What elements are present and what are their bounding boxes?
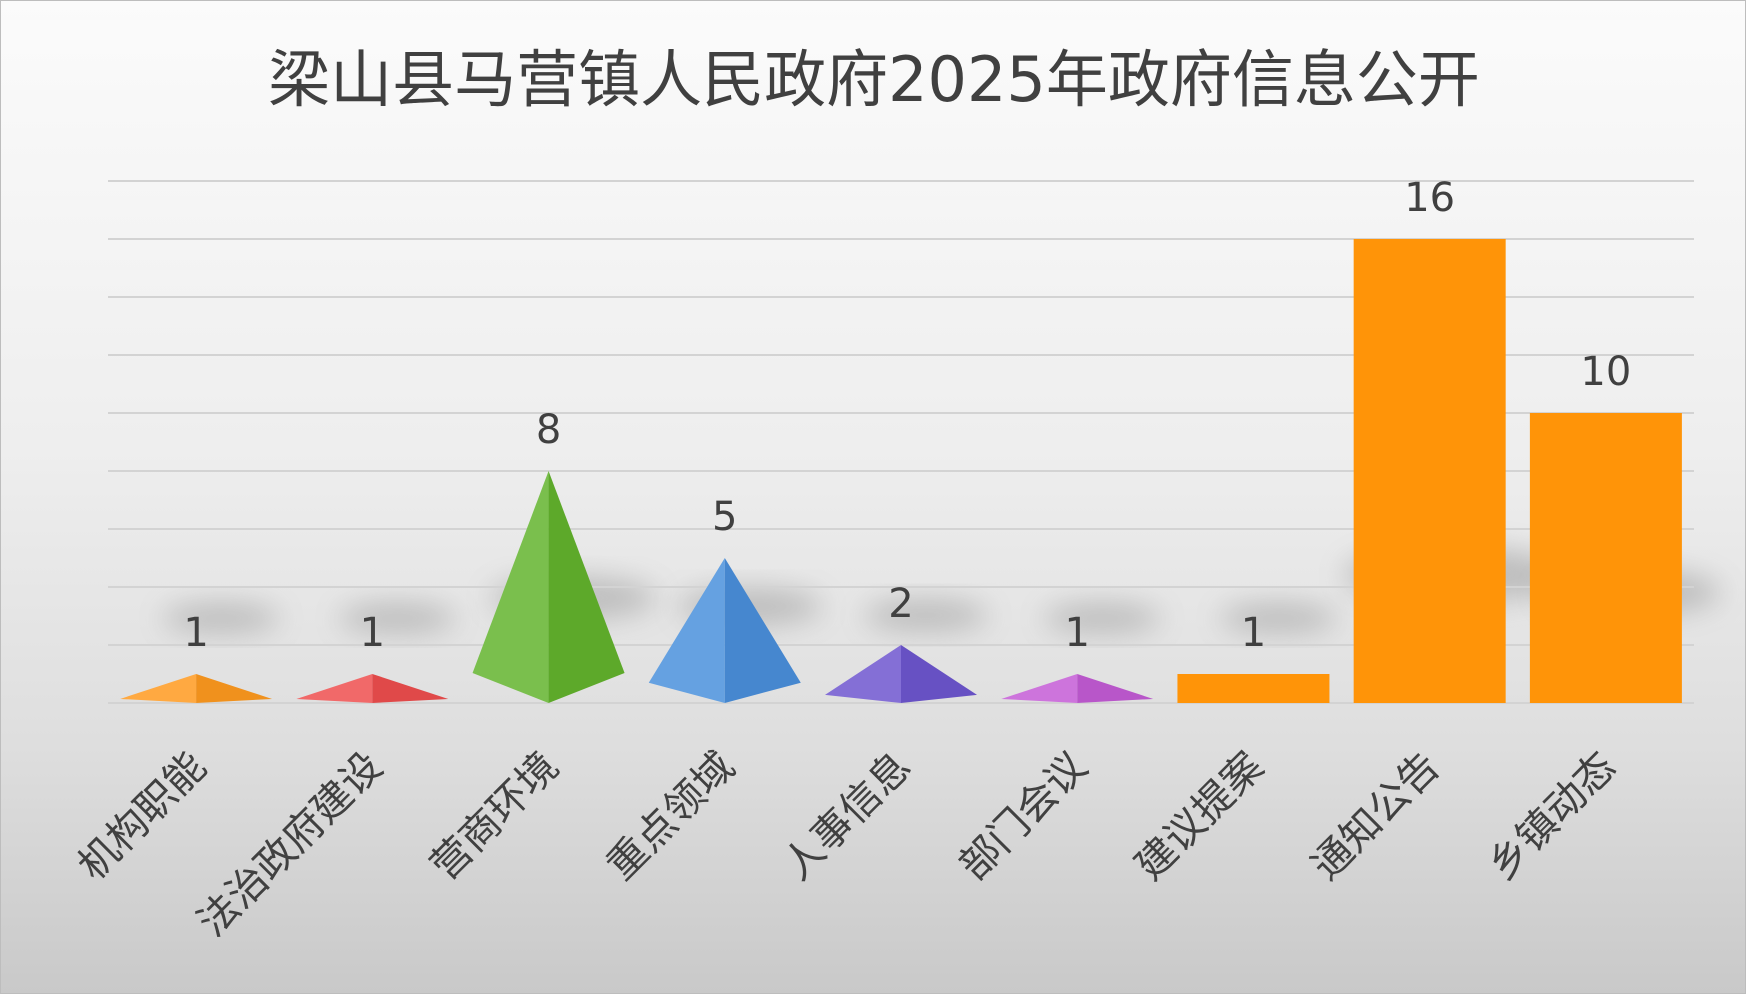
category-label: 人事信息 [774,744,920,890]
category-label: 重点领域 [598,744,744,890]
pyramid-mark [296,674,449,703]
bar-mark [1529,413,1682,703]
category-label: 营商环境 [422,744,568,890]
pyramid-right-face [372,674,449,703]
pyramid-left-face [1001,674,1078,703]
value-label: 1 [183,610,208,656]
pyramid-left-face [825,645,901,703]
category-label: 部门会议 [951,744,1097,890]
pyramid-left-face [472,471,549,703]
pyramid-mark [648,558,801,703]
value-label: 1 [360,610,385,656]
value-label: 1 [1064,610,1089,656]
category-label: 通知公告 [1303,744,1449,890]
value-label: 16 [1404,175,1455,221]
pyramid-mark [472,471,625,703]
bar-mark [1177,674,1330,703]
mark-shadow [1043,603,1161,633]
pyramid-right-face [1077,674,1154,703]
mark-shadow [338,603,456,633]
pyramid-left-face [120,674,197,703]
mark-shadow [864,599,988,631]
mark-shadow [162,603,280,633]
pyramid-right-face [196,674,273,703]
category-label: 法治政府建设 [189,744,391,946]
category-label: 机构职能 [70,744,216,890]
pyramid-mark [825,645,977,703]
pyramid-mark [1001,674,1154,703]
pyramid-left-face [648,558,725,703]
pyramid-right-face [548,471,625,703]
value-label: 8 [536,407,561,453]
pyramid-mark [120,674,273,703]
bar-mark [1353,239,1506,703]
value-label: 1 [1241,610,1266,656]
category-label: 建议提案 [1127,744,1273,890]
mark-shadow [1219,603,1337,633]
data-marks [120,239,1682,703]
value-label: 10 [1580,349,1631,395]
chart-title: 梁山县马营镇人民政府2025年政府信息公开 [268,43,1480,116]
category-label: 乡镇动态 [1479,744,1625,890]
pyramid-left-face [296,674,373,703]
value-label: 5 [712,494,737,540]
pyramid-right-face [901,645,977,703]
value-label: 2 [888,581,913,627]
pyramid-right-face [724,558,801,703]
